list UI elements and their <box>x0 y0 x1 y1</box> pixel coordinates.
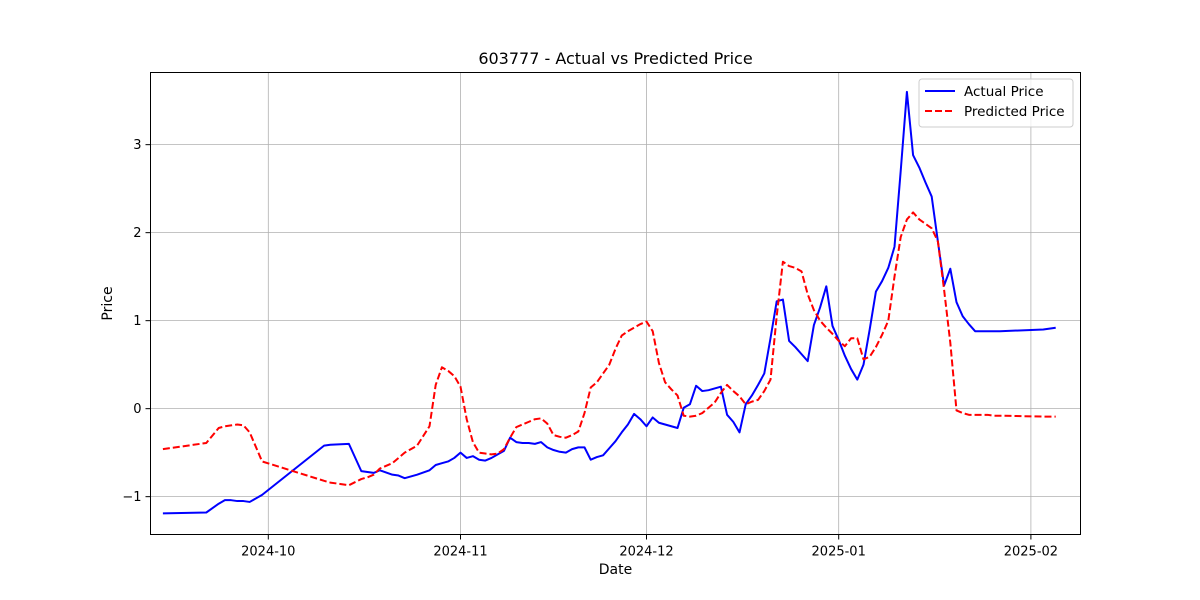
y-tick-label: 3 <box>133 138 141 153</box>
x-tick-label: 2024-11 <box>433 545 487 560</box>
y-tick-label: 2 <box>133 226 141 241</box>
legend: Actual Price Predicted Price <box>918 78 1074 128</box>
x-tick-label: 2025-01 <box>812 545 866 560</box>
y-tick-label: −1 <box>122 490 141 505</box>
plot-frame <box>150 72 1081 535</box>
series-line-actual-price <box>162 90 1056 515</box>
x-tick-label: 2025-02 <box>1004 545 1058 560</box>
legend-box <box>918 78 1074 128</box>
chart-title: 603777 - Actual vs Predicted Price <box>478 49 752 68</box>
grid-lines <box>150 72 1081 535</box>
x-axis-label: Date <box>599 562 632 578</box>
y-tick-label: 1 <box>133 314 141 329</box>
series-layer <box>162 90 1056 515</box>
legend-label-actual: Actual Price <box>964 84 1044 100</box>
legend-label-predicted: Predicted Price <box>964 104 1065 120</box>
y-axis-label: Price <box>100 286 116 320</box>
series-line-predicted-price <box>162 211 1056 487</box>
y-axis-ticks: −1 0 1 2 3 <box>122 138 151 505</box>
x-tick-label: 2024-12 <box>619 545 673 560</box>
x-axis-ticks: 2024-10 2024-11 2024-12 2025-01 2025-02 <box>241 534 1058 560</box>
y-tick-label: 0 <box>133 402 141 417</box>
x-tick-label: 2024-10 <box>241 545 295 560</box>
